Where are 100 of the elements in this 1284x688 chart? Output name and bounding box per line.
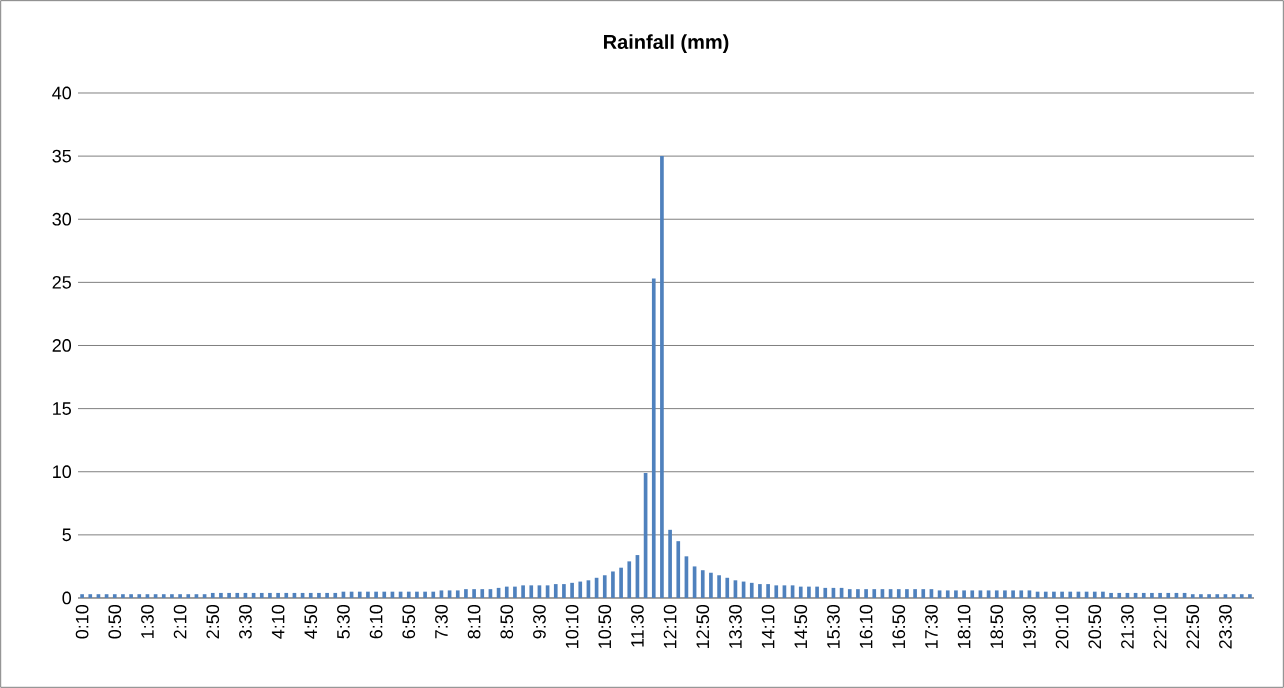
x-tick-label: 17:30 bbox=[925, 604, 938, 648]
x-tick-label: 12:10 bbox=[663, 604, 677, 648]
x-tick-label: 7:30 bbox=[435, 604, 448, 639]
bar bbox=[513, 586, 517, 598]
x-tick-label: 13:30 bbox=[729, 604, 742, 648]
bar bbox=[758, 584, 762, 598]
x-tick-label: 8:50 bbox=[500, 604, 514, 639]
y-tick-label: 35 bbox=[52, 149, 71, 163]
bar bbox=[308, 592, 313, 598]
y-tick-label: 5 bbox=[62, 528, 71, 542]
bar bbox=[651, 278, 656, 598]
bar bbox=[815, 586, 819, 598]
bar bbox=[913, 589, 917, 598]
bar bbox=[137, 594, 142, 598]
bar bbox=[562, 584, 566, 598]
bar bbox=[611, 571, 615, 598]
bar bbox=[1092, 591, 1097, 598]
y-tick-label: 25 bbox=[52, 275, 71, 289]
bar bbox=[1158, 592, 1162, 598]
x-tick-label: 4:50 bbox=[304, 604, 318, 639]
bar bbox=[235, 592, 240, 598]
x-tick-label: 2:50 bbox=[206, 604, 220, 639]
bar bbox=[521, 585, 525, 598]
x-tick-label: 6:10 bbox=[369, 604, 383, 639]
x-tick-label: 23:30 bbox=[1219, 604, 1232, 649]
bar bbox=[366, 591, 370, 598]
x-tick-label: 0:10 bbox=[75, 604, 89, 639]
bar bbox=[357, 591, 362, 598]
bar bbox=[1052, 591, 1056, 598]
x-tick-label: 22:10 bbox=[1153, 604, 1167, 649]
bar bbox=[749, 582, 754, 598]
x-tick-label: 16:50 bbox=[892, 604, 906, 648]
bar bbox=[1043, 591, 1048, 598]
bar bbox=[161, 594, 166, 598]
bar bbox=[219, 592, 223, 598]
bar bbox=[553, 584, 558, 598]
bar bbox=[570, 582, 574, 598]
bar bbox=[170, 594, 174, 598]
bar bbox=[284, 592, 289, 598]
bar bbox=[725, 577, 730, 598]
x-tick-label: 1:30 bbox=[141, 604, 154, 638]
bar bbox=[1011, 590, 1015, 598]
bar bbox=[1068, 591, 1073, 598]
bar bbox=[602, 575, 607, 598]
bar bbox=[578, 581, 583, 598]
y-tick-label: 20 bbox=[52, 339, 72, 352]
bar bbox=[374, 591, 378, 598]
bar bbox=[1109, 592, 1113, 598]
x-tick-label: 10:50 bbox=[598, 604, 612, 648]
bar bbox=[464, 589, 468, 598]
bar bbox=[472, 589, 476, 598]
bar bbox=[864, 589, 868, 598]
bar bbox=[210, 592, 215, 598]
y-tick-label: 10 bbox=[53, 465, 72, 479]
bar bbox=[227, 592, 231, 598]
bar bbox=[415, 591, 419, 598]
bar bbox=[80, 594, 84, 598]
bar bbox=[129, 594, 133, 598]
chart-title: Rainfall (mm) bbox=[604, 34, 729, 53]
bar bbox=[1141, 592, 1146, 598]
bar bbox=[1150, 592, 1154, 598]
bar bbox=[766, 584, 770, 598]
x-tick-label: 9:30 bbox=[533, 604, 546, 639]
bar bbox=[88, 594, 93, 598]
y-tick-label: 30 bbox=[52, 212, 72, 226]
bar bbox=[382, 591, 387, 598]
bar bbox=[774, 585, 779, 598]
bar bbox=[627, 561, 632, 598]
bar bbox=[970, 590, 975, 598]
x-tick-label: 2:10 bbox=[173, 604, 187, 639]
x-tick-label: 12:50 bbox=[696, 604, 710, 648]
bar bbox=[619, 567, 623, 598]
bar bbox=[178, 594, 182, 598]
bar bbox=[1101, 591, 1105, 598]
x-tick-label: 0:50 bbox=[108, 604, 122, 639]
bar bbox=[406, 591, 411, 598]
bar bbox=[325, 592, 329, 598]
bar bbox=[259, 592, 264, 598]
x-tick-label: 16:10 bbox=[859, 604, 873, 648]
bar bbox=[121, 594, 125, 598]
bar bbox=[872, 589, 877, 598]
bar bbox=[798, 586, 803, 598]
bar bbox=[1003, 590, 1007, 598]
bar bbox=[1207, 594, 1211, 598]
bar bbox=[962, 590, 966, 598]
bar bbox=[807, 586, 811, 598]
bar bbox=[896, 589, 901, 598]
bar bbox=[529, 585, 534, 598]
bar bbox=[700, 570, 705, 598]
bar bbox=[317, 592, 321, 598]
bar bbox=[186, 594, 191, 598]
x-tick-label: 15:30 bbox=[827, 604, 840, 648]
bar bbox=[423, 591, 427, 598]
bar bbox=[1239, 594, 1244, 598]
bar bbox=[921, 589, 926, 598]
bar bbox=[333, 592, 338, 598]
x-tick-label: 6:50 bbox=[402, 604, 416, 639]
bar bbox=[945, 590, 950, 598]
x-tick-label: 14:10 bbox=[761, 604, 775, 648]
x-tick-label: 20:10 bbox=[1055, 604, 1069, 649]
